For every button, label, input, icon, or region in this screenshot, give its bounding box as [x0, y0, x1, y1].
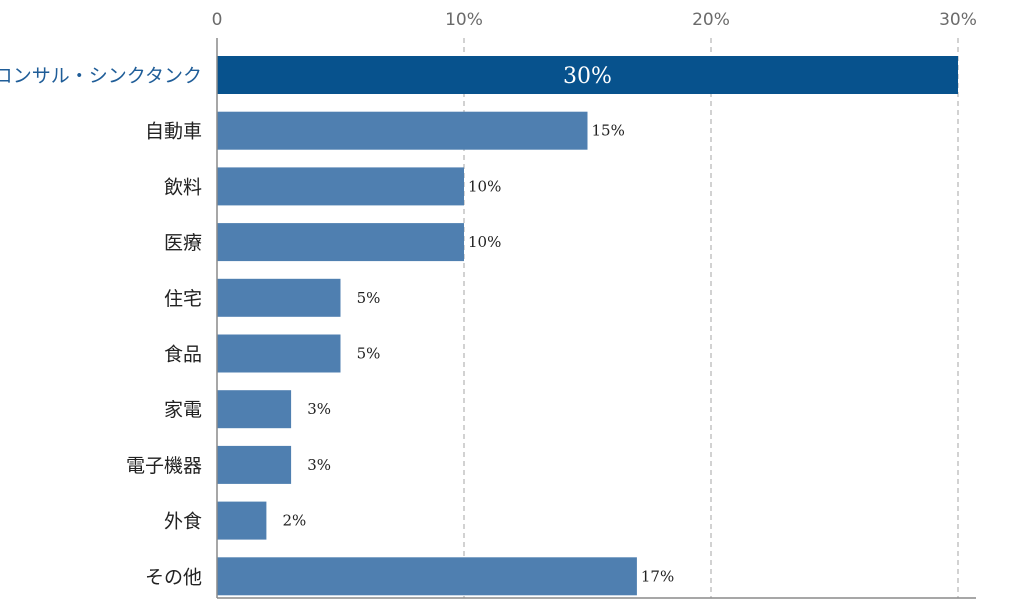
category-label: 電子機器: [126, 455, 202, 477]
bar: [217, 557, 637, 596]
category-label: 住宅: [164, 288, 202, 310]
x-tick-label: 0: [212, 10, 223, 30]
category-label: 家電: [164, 399, 202, 421]
category-label: 外食: [164, 511, 202, 533]
data-label: 3%: [307, 400, 331, 418]
data-label: 15%: [592, 122, 625, 140]
data-label: 5%: [357, 289, 381, 307]
data-label: 17%: [641, 567, 674, 585]
bar: [217, 501, 267, 540]
category-label: 自動車: [145, 121, 202, 143]
axis-lines: [216, 38, 976, 599]
bar: [217, 334, 341, 373]
x-tick-label: 30%: [939, 10, 977, 30]
data-label: 5%: [357, 345, 381, 363]
bar: [217, 278, 341, 317]
bar: [217, 223, 464, 262]
category-label: コンサル・シンクタンク: [0, 65, 202, 87]
data-label: 10%: [468, 233, 501, 251]
labels: コンサル・シンクタンク 30% 自動車 15% 飲料 10% 医療 10% 住宅 5% 食品 5% 家電…: [0, 64, 674, 588]
bar: [217, 167, 464, 206]
data-label: 3%: [307, 456, 331, 474]
data-label: 2%: [283, 512, 307, 530]
x-axis-ticks: 0 10% 20% 30%: [212, 10, 977, 30]
bars: [217, 56, 958, 596]
x-tick-label: 10%: [445, 10, 483, 30]
bar: [217, 111, 588, 150]
category-label: 医療: [164, 232, 202, 254]
bar: [217, 445, 292, 484]
category-label: その他: [145, 566, 202, 588]
data-label: 10%: [468, 177, 501, 195]
category-label: 食品: [164, 344, 202, 366]
data-label: 30%: [563, 64, 612, 89]
bar: [217, 56, 958, 94]
x-tick-label: 20%: [692, 10, 730, 30]
category-label: 飲料: [164, 176, 202, 198]
bar: [217, 390, 292, 429]
